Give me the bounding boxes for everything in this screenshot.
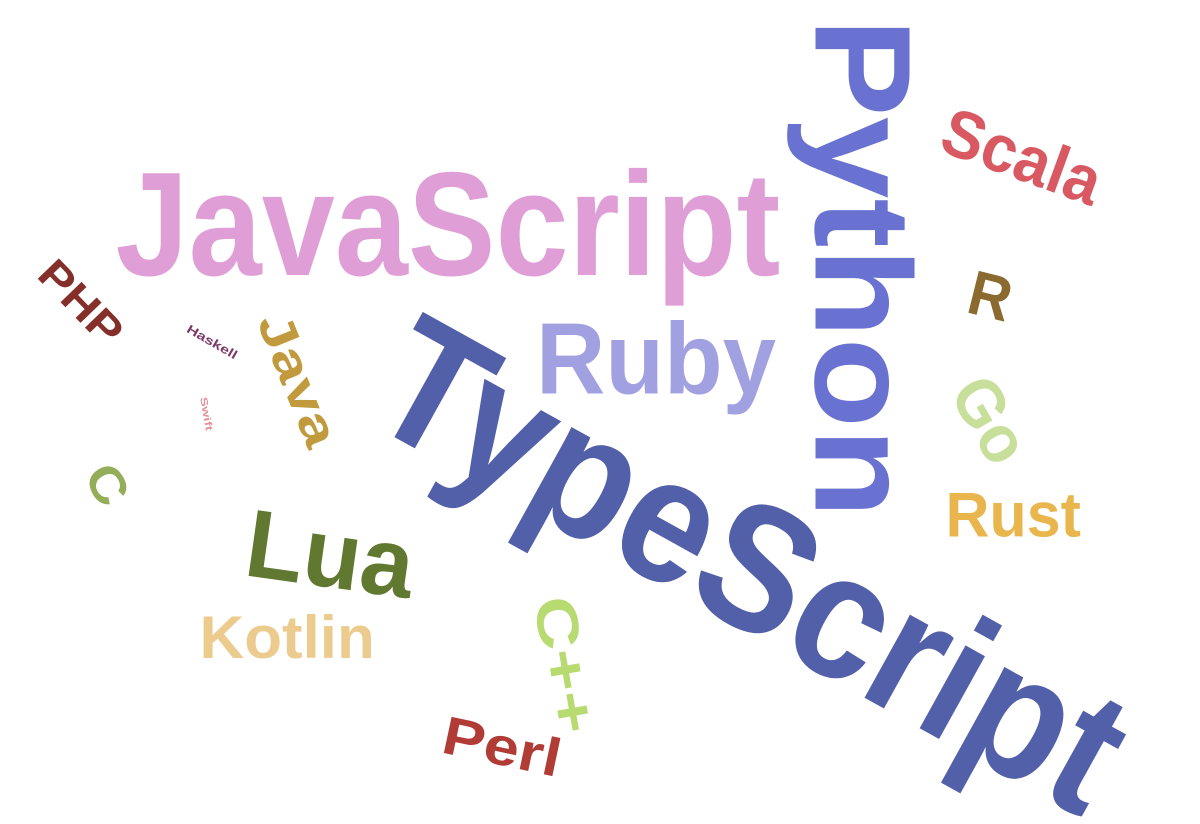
word-scala: Scala (931, 93, 1112, 221)
word-ruby: Ruby (536, 303, 776, 416)
word-cpp: C++ (520, 591, 609, 739)
word-go: Go (935, 363, 1045, 478)
word-swift: Swift (197, 396, 214, 432)
word-rust: Rust (945, 480, 1081, 551)
word-kotlin: Kotlin (199, 603, 375, 671)
word-haskell: Haskell (184, 321, 240, 363)
word-lua: Lua (239, 489, 421, 620)
word-java: Java (246, 304, 350, 455)
word-c: C (73, 453, 141, 516)
word-javascript: JavaScript (115, 142, 781, 307)
word-r: R (961, 257, 1020, 336)
word-python: Python (786, 17, 940, 518)
